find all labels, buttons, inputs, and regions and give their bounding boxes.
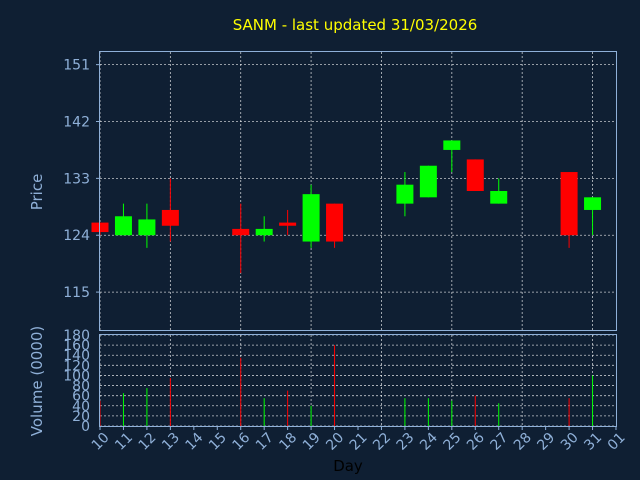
x-tick-label: 12 (136, 430, 160, 454)
x-tick-label: 16 (229, 430, 253, 454)
price-tick-label: 133 (63, 171, 90, 187)
candle-body (255, 228, 273, 236)
x-tick-label: 17 (253, 430, 277, 454)
x-tick-label: 23 (394, 430, 418, 454)
x-tick-label: 21 (347, 430, 371, 454)
volume-tick-label: 140 (63, 348, 90, 364)
volume-tick-label: 80 (72, 379, 90, 395)
x-tick-label: 13 (159, 430, 183, 454)
x-tick-label: 18 (276, 430, 300, 454)
candle-body (279, 222, 297, 226)
candle-body (114, 216, 132, 236)
x-tick-label: 25 (441, 430, 465, 454)
x-tick-label: 10 (89, 430, 113, 454)
x-tick-label: 19 (300, 430, 324, 454)
volume-tick-label: 0 (81, 419, 90, 435)
x-tick-label: 22 (370, 430, 394, 454)
x-tick-label: 11 (112, 430, 136, 454)
candle-body (138, 219, 156, 236)
volume-tick-label: 160 (63, 338, 90, 354)
volume-axis-label: Volume (0000) (28, 326, 46, 436)
candle-body (419, 165, 437, 198)
x-tick-label: 15 (206, 430, 230, 454)
x-axis-label: Day (333, 457, 363, 475)
price-tick-label: 115 (63, 285, 90, 301)
price-plot-frame (99, 51, 617, 331)
volume-tick-label: 40 (72, 399, 90, 415)
candle-body (490, 191, 508, 204)
candle-body (443, 140, 461, 150)
volume-tick-label: 120 (63, 358, 90, 374)
price-axis-label: Price (28, 174, 46, 211)
candle-body (560, 172, 578, 236)
candle-body (232, 228, 250, 236)
volume-tick-label: 60 (72, 389, 90, 405)
x-tick-label: 14 (183, 430, 207, 454)
price-y-ticks: 115 124 133 142 151 (63, 58, 100, 301)
x-tick-label: 01 (605, 430, 629, 454)
volume-plot-frame (99, 334, 617, 427)
chart-title: SANM - last updated 31/03/2026 (233, 16, 478, 34)
x-tick-label: 20 (323, 430, 347, 454)
x-tick-label: 29 (534, 430, 558, 454)
volume-gridlines (99, 334, 616, 427)
candle-body (584, 197, 602, 210)
x-tick-label: 28 (511, 430, 535, 454)
volume-tick-label: 20 (72, 409, 90, 425)
volume-tick-label: 100 (63, 368, 90, 384)
x-tick-label: 24 (417, 430, 441, 454)
x-tick-label: 30 (558, 430, 582, 454)
price-tick-label: 151 (63, 58, 90, 74)
candle-body (161, 209, 179, 226)
price-candles (91, 140, 602, 274)
candle-body (396, 184, 414, 204)
x-tick-label: 27 (487, 430, 511, 454)
price-tick-label: 124 (63, 228, 90, 244)
x-tick-label: 31 (581, 430, 605, 454)
price-tick-label: 142 (63, 115, 90, 131)
x-tick-label: 26 (464, 430, 488, 454)
day-x-ticks: 10 11 12 13 14 15 16 17 18 19 20 21 22 23 24 25 26 27 28 29… (89, 426, 629, 454)
candle-body (326, 203, 344, 242)
price-gridlines (99, 52, 616, 330)
candle-body (302, 194, 320, 242)
volume-tick-label: 180 (63, 328, 90, 344)
volume-bars (99, 345, 594, 426)
candle-body (466, 159, 484, 191)
